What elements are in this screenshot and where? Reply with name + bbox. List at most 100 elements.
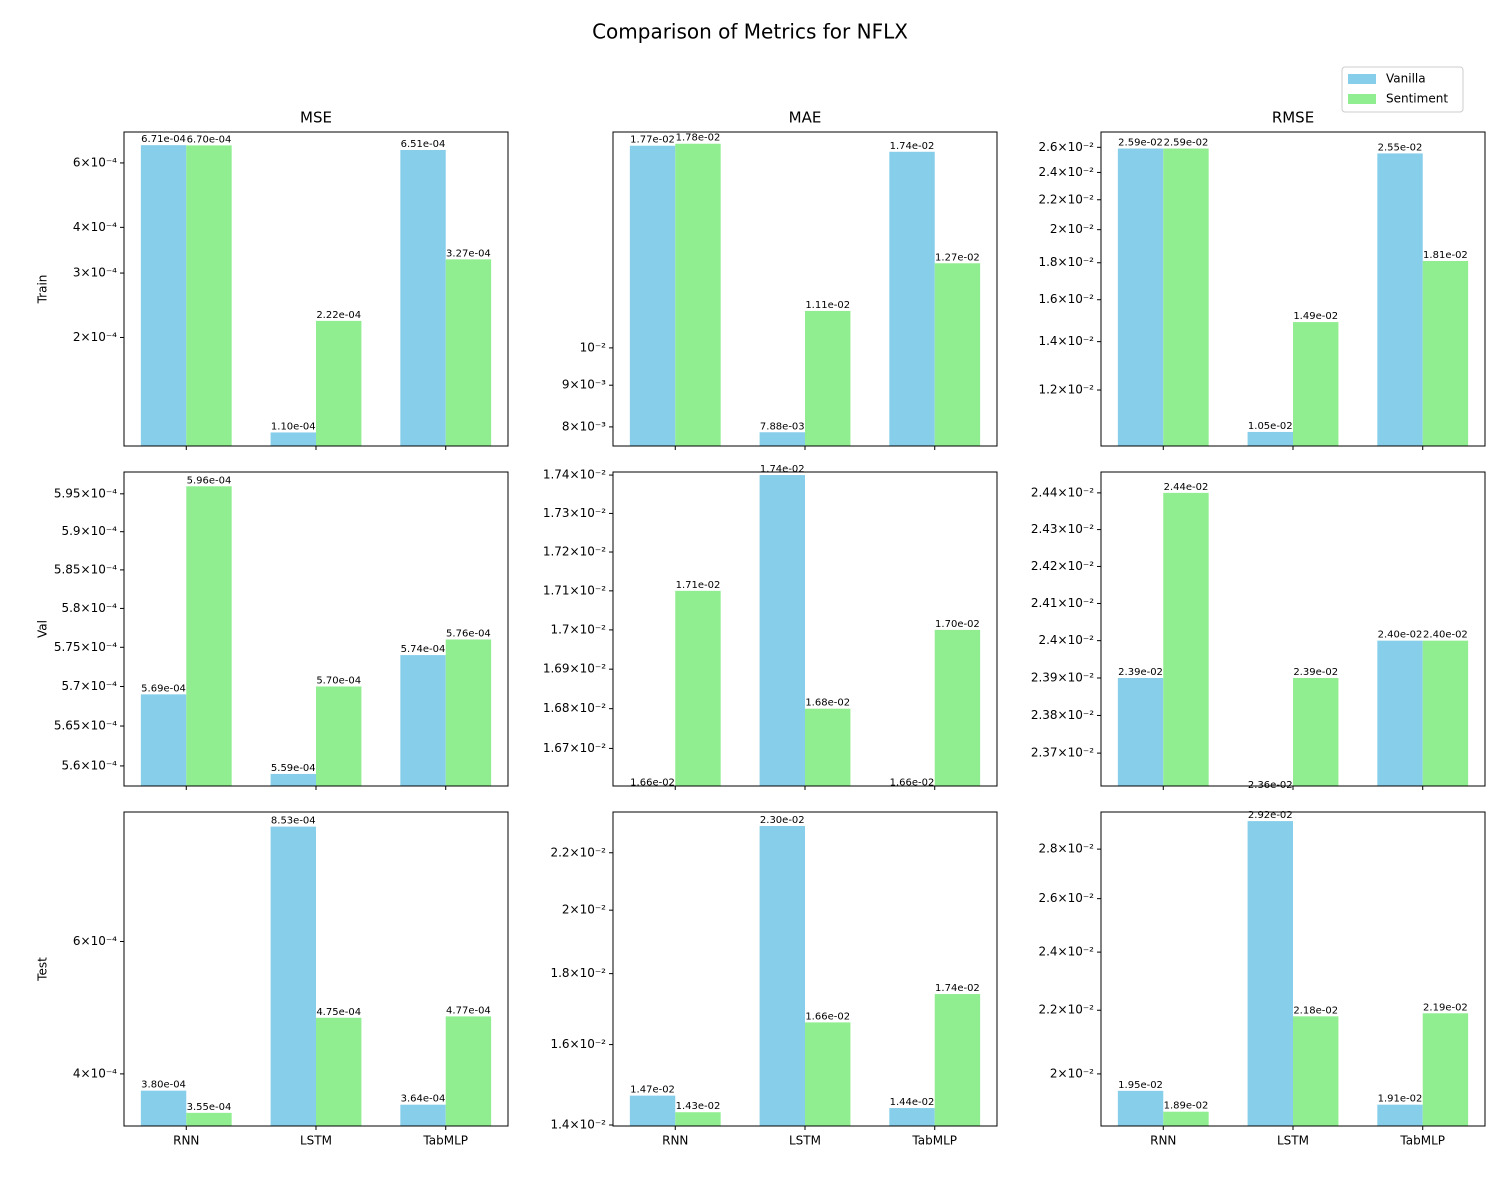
- bar: [675, 143, 721, 447]
- bar: [270, 432, 316, 446]
- y-axis-label: Val: [36, 620, 50, 638]
- legend-swatch: [1348, 94, 1376, 104]
- y-tick-label: 5.6×10⁻⁴: [61, 758, 117, 772]
- value-label: 5.74e-04: [401, 644, 446, 655]
- value-label: 5.59e-04: [271, 763, 316, 774]
- bar: [1117, 148, 1164, 446]
- bar: [316, 686, 362, 786]
- x-tick-label: TabMLP: [422, 1134, 468, 1148]
- value-label: 1.74e-02: [890, 141, 935, 152]
- bar: [1422, 640, 1469, 786]
- bar: [1293, 322, 1339, 446]
- y-tick-label: 2.6×10⁻²: [1038, 140, 1094, 154]
- y-tick-label: 1.8×10⁻²: [550, 966, 606, 980]
- subplot: 2.59e-02 1.05e-02 2.55e-02 2.59e-02 1.49e-02…: [1038, 109, 1486, 450]
- value-label: 5.69e-04: [141, 683, 186, 694]
- subplot-title: MSE: [300, 109, 332, 127]
- bar: [445, 639, 492, 786]
- bar: [316, 320, 362, 446]
- bar: [1293, 677, 1339, 786]
- y-tick-label: 2.39×10⁻²: [1031, 670, 1094, 684]
- bar: [1163, 492, 1209, 786]
- subplot: 2.39e-02 2.36e-02 2.40e-02 2.44e-02 2.39e-02…: [1031, 471, 1486, 791]
- y-tick-label: 6×10⁻⁴: [73, 155, 117, 169]
- x-tick-label: RNN: [173, 1134, 199, 1148]
- y-tick-label: 1.74×10⁻²: [543, 468, 606, 482]
- figure-title: Comparison of Metrics for NFLX: [592, 20, 908, 44]
- value-label: 5.96e-04: [187, 475, 232, 486]
- subplot: 1.66e-02 1.74e-02 1.66e-02 1.71e-02 1.68e-02…: [543, 464, 998, 790]
- y-tick-label: 5.9×10⁻⁴: [61, 524, 117, 538]
- value-label: 2.59e-02: [1118, 138, 1163, 149]
- value-label: 2.30e-02: [760, 815, 805, 826]
- y-tick-label: 4×10⁻⁴: [73, 220, 117, 234]
- y-tick-label: 2.4×10⁻²: [1038, 945, 1094, 959]
- value-label: 1.78e-02: [676, 133, 721, 144]
- y-tick-label: 2.37×10⁻²: [1031, 746, 1094, 760]
- y-tick-label: 2×10⁻²: [1050, 222, 1094, 236]
- y-tick-label: 1.8×10⁻²: [1038, 255, 1094, 269]
- bar: [759, 432, 805, 446]
- bar: [445, 1016, 492, 1126]
- y-tick-label: 2.8×10⁻²: [1038, 842, 1094, 856]
- y-tick-label: 2×10⁻²: [562, 903, 606, 917]
- bar: [400, 1104, 446, 1126]
- bar: [186, 145, 232, 446]
- y-tick-label: 2.41×10⁻²: [1031, 596, 1094, 610]
- subplot: 5.69e-04 5.59e-04 5.74e-04 5.96e-04 5.70e-04…: [36, 471, 509, 790]
- value-label: 2.55e-02: [1378, 142, 1423, 153]
- value-label: 1.89e-02: [1164, 1101, 1209, 1112]
- bar: [1293, 1016, 1339, 1126]
- value-label: 1.10e-04: [271, 421, 316, 432]
- subplot-title: RMSE: [1272, 109, 1314, 127]
- value-label: 1.66e-02: [630, 777, 675, 788]
- bar: [186, 486, 232, 786]
- y-tick-label: 5.7×10⁻⁴: [61, 679, 117, 693]
- x-tick-label: RNN: [662, 1134, 688, 1148]
- bar: [934, 629, 981, 786]
- bar: [889, 151, 935, 446]
- y-tick-label: 8×10⁻³: [562, 419, 606, 433]
- bar: [445, 259, 492, 446]
- subplot: 1.47e-02 2.30e-02 1.44e-02 1.43e-02 1.66e-02…: [550, 811, 998, 1148]
- y-tick-label: 2.2×10⁻²: [1038, 192, 1094, 206]
- value-label: 2.19e-02: [1423, 1002, 1468, 1013]
- value-label: 1.27e-02: [935, 252, 980, 263]
- bar: [1247, 431, 1293, 446]
- bar: [1422, 1013, 1469, 1126]
- legend-swatch: [1348, 74, 1376, 84]
- value-label: 3.27e-04: [446, 248, 491, 259]
- y-tick-label: 1.73×10⁻²: [543, 506, 606, 520]
- y-tick-label: 3×10⁻⁴: [73, 266, 117, 280]
- value-label: 1.47e-02: [630, 1085, 675, 1096]
- y-tick-label: 2.44×10⁻²: [1031, 485, 1094, 499]
- bar: [140, 694, 187, 786]
- bar: [1163, 1111, 1209, 1126]
- y-tick-label: 1.4×10⁻²: [550, 1118, 606, 1132]
- value-label: 1.44e-02: [890, 1097, 935, 1108]
- y-tick-label: 5.8×10⁻⁴: [61, 601, 117, 615]
- bar: [805, 708, 851, 786]
- value-label: 2.22e-04: [316, 310, 361, 321]
- x-tick-label: TabMLP: [911, 1134, 957, 1148]
- value-label: 5.70e-04: [316, 675, 361, 686]
- bar: [1247, 821, 1293, 1126]
- y-tick-label: 1.7×10⁻²: [550, 622, 606, 636]
- value-label: 2.39e-02: [1118, 667, 1163, 678]
- subplot-title: MAE: [789, 109, 822, 127]
- y-tick-label: 9×10⁻³: [562, 378, 606, 392]
- x-tick-label: TabMLP: [1399, 1134, 1445, 1148]
- value-label: 1.71e-02: [676, 580, 721, 591]
- value-label: 6.70e-04: [187, 134, 232, 145]
- y-tick-label: 2.4×10⁻²: [1038, 633, 1094, 647]
- subplot: 1.95e-02 2.92e-02 1.91e-02 1.89e-02 2.18e-02…: [1038, 810, 1486, 1148]
- value-label: 3.55e-04: [187, 1102, 232, 1113]
- value-label: 1.66e-02: [805, 1011, 850, 1022]
- bar: [934, 263, 981, 446]
- y-axis-label: Test: [36, 957, 50, 982]
- bar: [675, 590, 721, 786]
- bar: [934, 994, 981, 1126]
- bar: [1117, 677, 1164, 786]
- bar: [759, 825, 805, 1126]
- bar: [805, 310, 851, 446]
